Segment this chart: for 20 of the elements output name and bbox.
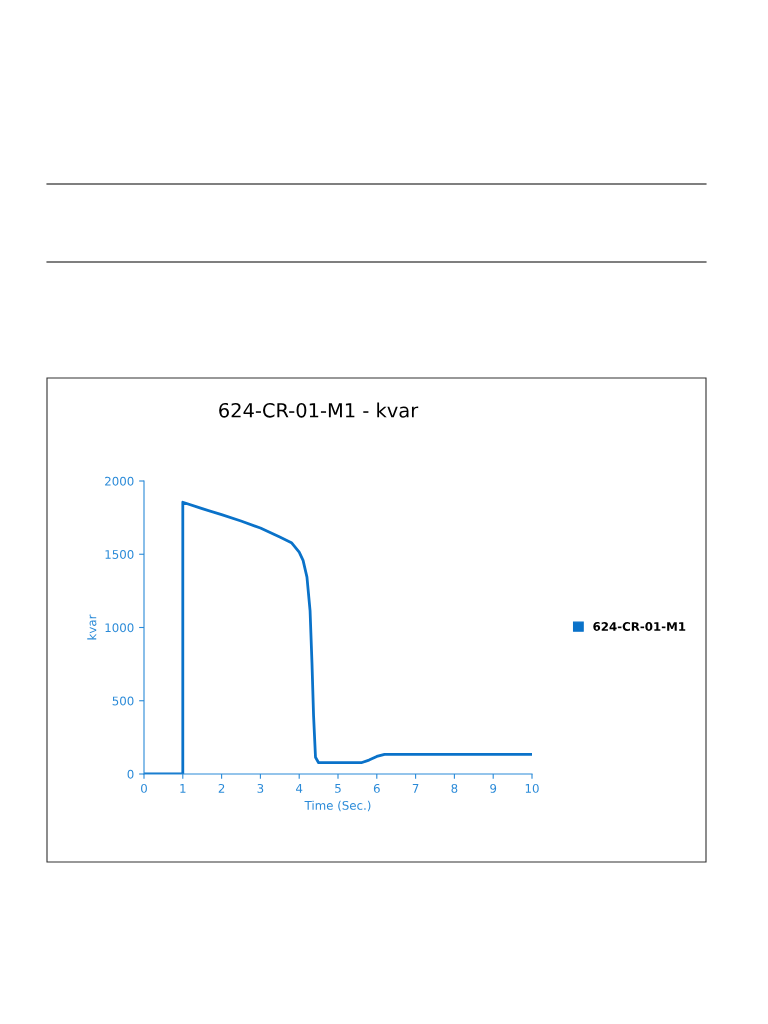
x-tick-label: 1 (180, 784, 186, 793)
x-tick-label: 2 (218, 783, 225, 793)
x-tick-label: 6 (373, 783, 380, 793)
chart-title: 624-CR-01-M1 - kvar (219, 402, 419, 418)
x-axis-title: Time (Sec.) (304, 800, 371, 812)
x-tick-label: 7 (412, 784, 419, 793)
y-tick-label: 500 (112, 696, 134, 706)
legend-label: 624-CR-01-M1 (593, 622, 686, 631)
y-tick-label: 1000 (105, 623, 134, 633)
x-tick-label: 10 (525, 783, 539, 793)
x-tick-label: 0 (141, 783, 147, 793)
x-tick-label: 3 (257, 783, 264, 793)
y-tick-label: 2000 (105, 476, 134, 486)
y-tick-label: 1500 (105, 549, 134, 559)
x-tick-label: 4 (296, 784, 303, 793)
y-tick-label: 0 (127, 769, 134, 779)
y-axis-title: kvar (87, 614, 97, 640)
x-tick-label: 8 (451, 783, 458, 793)
x-tick-label: 5 (335, 784, 341, 793)
x-tick-label: 9 (490, 783, 497, 793)
